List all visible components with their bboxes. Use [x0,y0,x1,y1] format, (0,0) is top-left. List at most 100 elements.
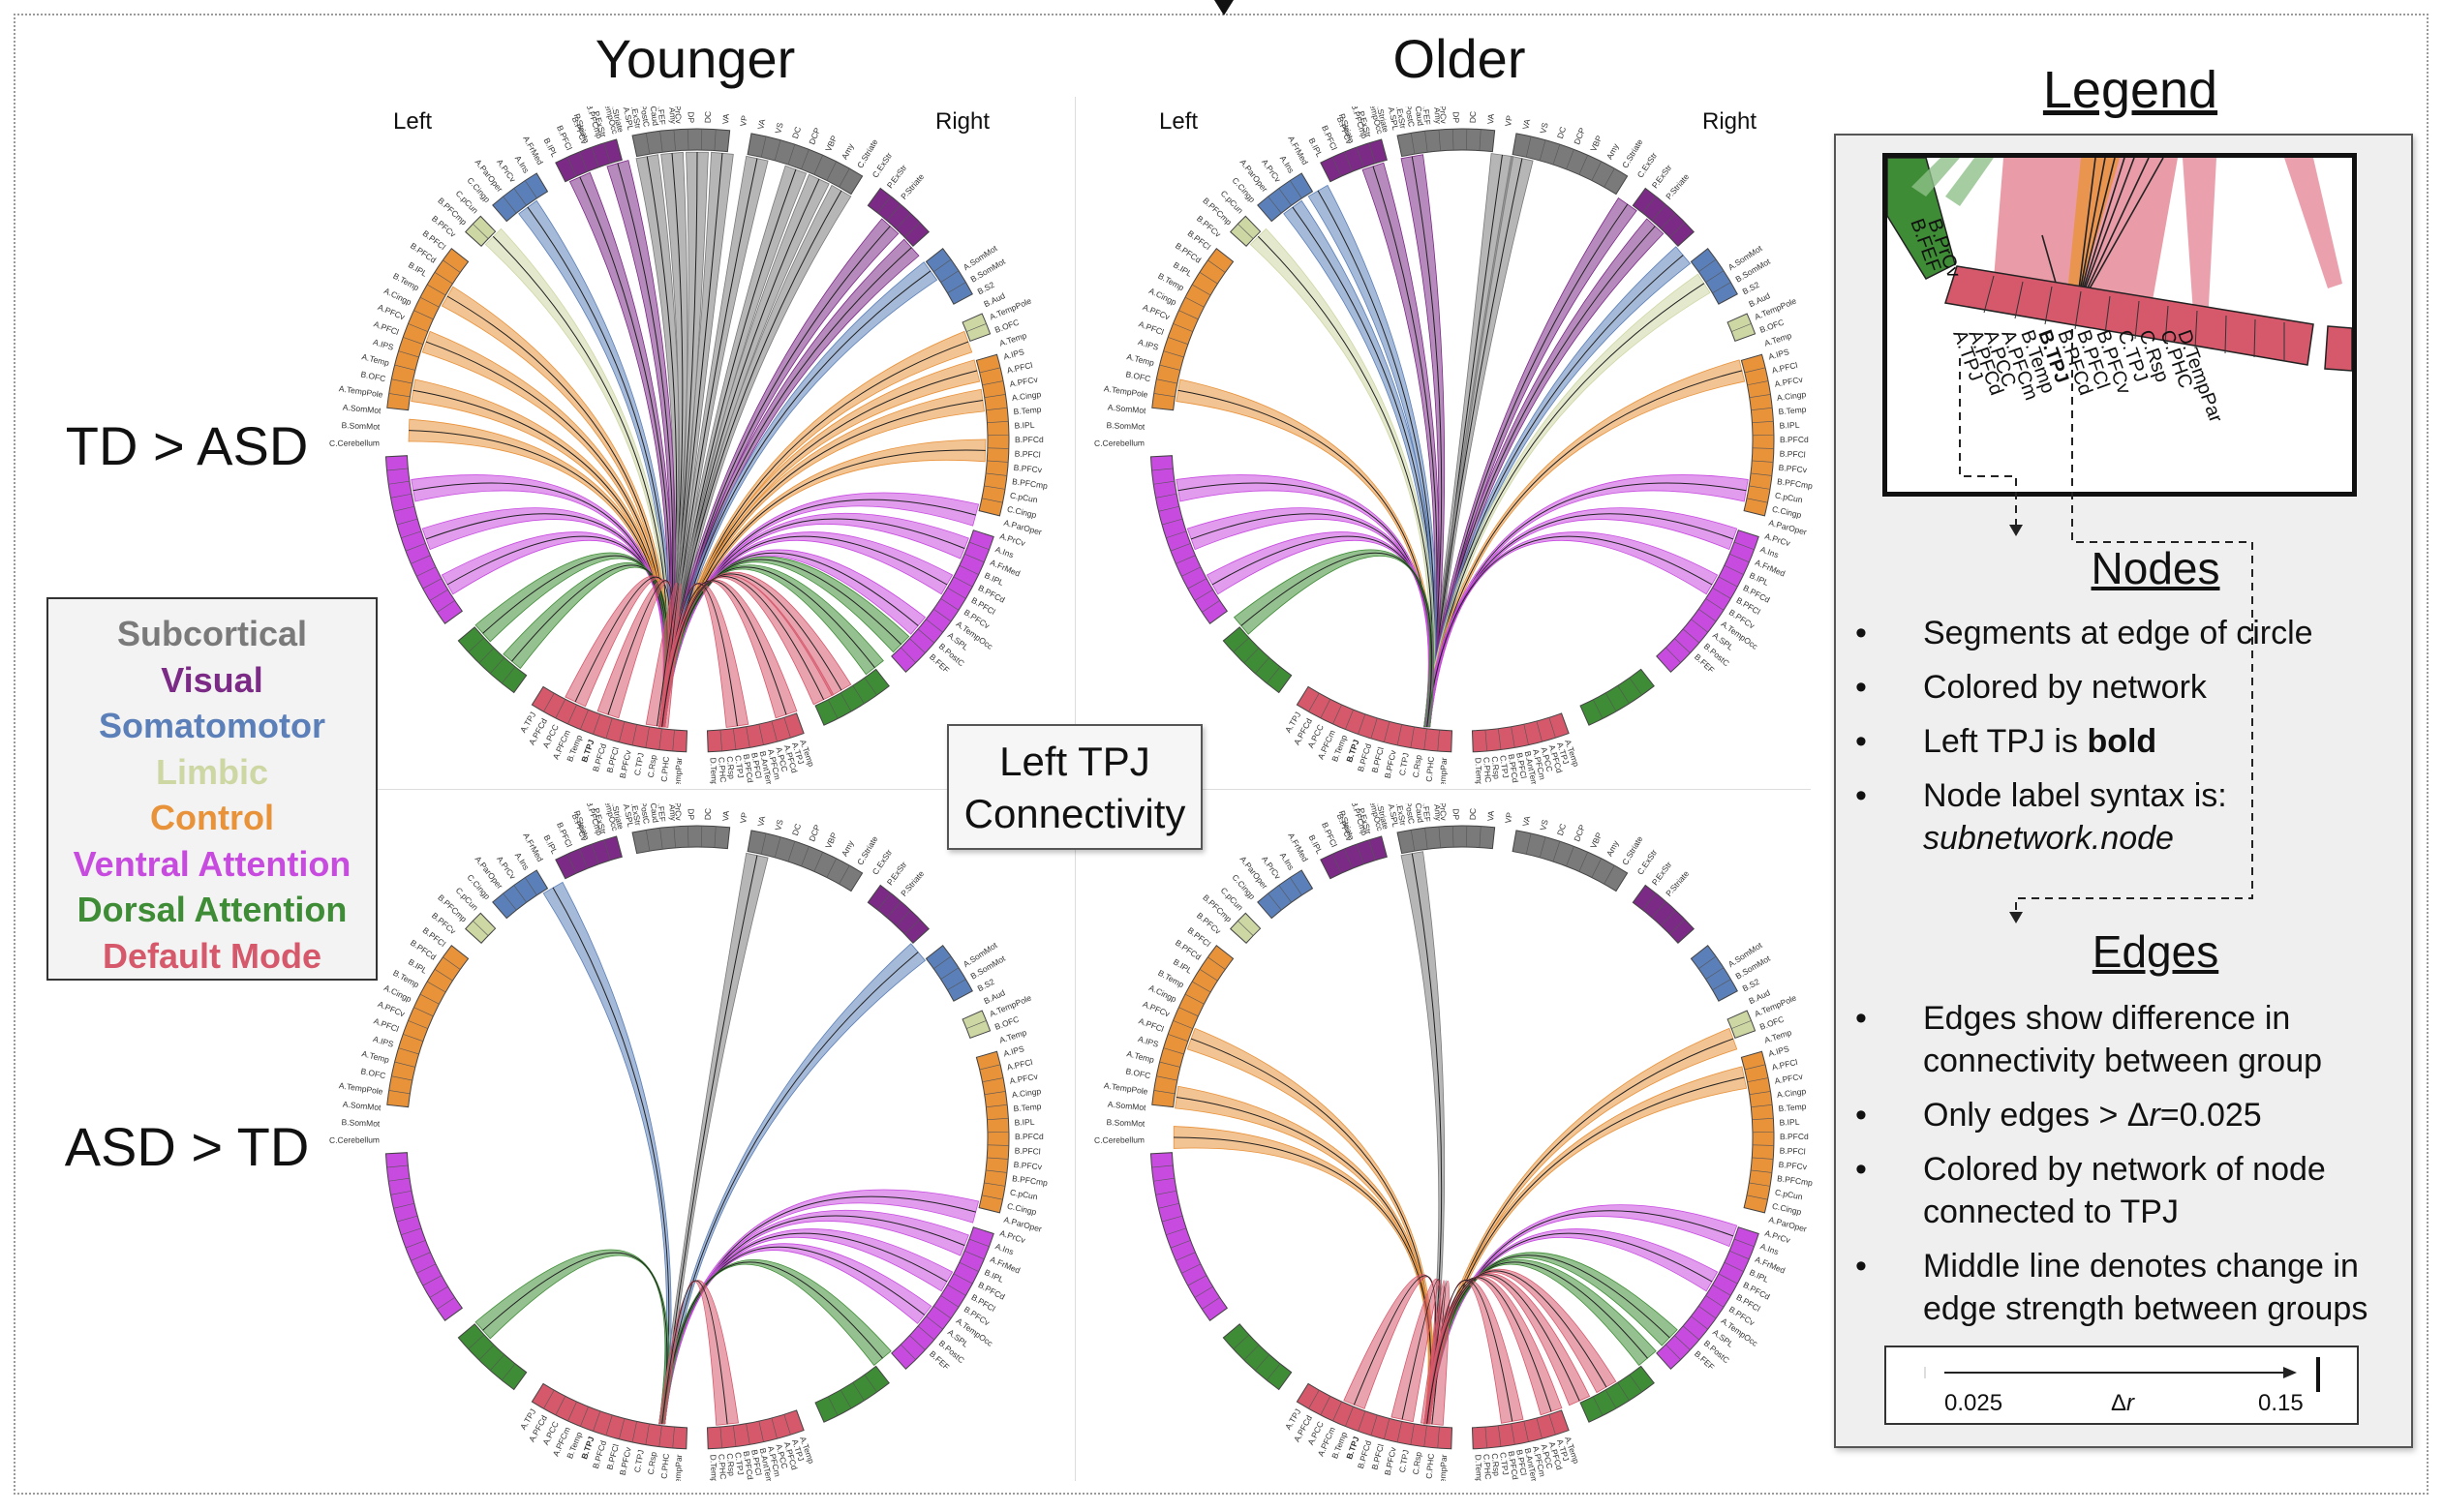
node-divider [1751,408,1773,410]
node-divider [555,1396,566,1416]
edge-ribbon-dorsal-attention [1233,549,1435,728]
node-label: B.PFCv [1013,463,1043,475]
node-divider [979,1064,1001,1071]
node-label: VS [1538,121,1550,135]
node-divider [1691,619,1708,633]
node-divider [390,493,412,499]
node-divider [1207,259,1226,273]
node-segment-control [386,248,470,411]
node-label: DC [703,111,713,124]
node-divider [1712,282,1731,293]
node-divider [1642,892,1657,911]
node-label: A.PFCv [1142,302,1173,322]
node-divider [1199,271,1218,285]
node-divider [839,167,850,188]
edge-ribbon-subcortical [1400,851,1446,1425]
legend-panel: B.FEF B.PrCv A.TPJ A.PFCd A.PCC A.PFCm B.Temp B… [1834,134,2413,1448]
node-divider [1278,188,1292,206]
node-label: B.PFCmp [1777,476,1814,491]
node-divider [419,296,440,308]
node-divider [926,619,943,633]
node-label: C.pCun [1009,1187,1038,1201]
network-limbic: Limbic [155,751,268,792]
node-divider [405,543,426,552]
node-label: B.IPL [542,833,560,856]
node-segment-dorsal-attention [1222,1323,1293,1391]
row-title-td-gt-asd: TD > ASD [65,415,309,476]
node-divider [771,720,778,742]
node-divider [1712,979,1731,990]
node-segment-visual [867,187,930,247]
node-segment-dorsal-attention [814,1365,890,1423]
node-divider [839,864,850,885]
node-divider [1268,892,1282,911]
node-divider [1368,839,1376,861]
node-divider [966,1020,987,1029]
edge-ribbon-somatomotor [1307,184,1437,728]
node-label: B.FEF [656,803,668,822]
node-label: Amy [1604,141,1621,161]
node-divider [1604,167,1615,188]
node-label: A.Ins [994,544,1016,559]
node-label: C.Cerebellum [329,438,380,447]
node-label: B.PFCd [742,753,755,783]
node-divider [917,1325,935,1341]
row-title-asd-gt-td: ASD > TD [64,1116,310,1177]
node-label: B.PFCl [1320,124,1339,152]
node-divider [787,841,796,862]
node-divider [1752,447,1774,449]
node-divider [917,628,935,644]
node-divider [658,728,662,750]
node-divider [1254,1354,1270,1371]
node-label: D.TempPar [1473,757,1484,784]
node-label: A.Cingp [1776,1086,1807,1100]
node-segment-somatomotor [925,945,973,1002]
node-divider [429,1285,448,1298]
node-label: A.Temp [1126,351,1156,368]
node-divider [926,1315,943,1330]
node-divider [1356,146,1364,167]
node-divider [886,901,901,919]
node-label: DC [1468,111,1478,124]
node-divider [760,832,767,855]
node-divider [987,1157,1009,1160]
node-label: B.Temp [1013,405,1042,417]
node-divider [1578,155,1588,175]
node-divider [579,848,588,869]
edge-strength-scale: 0.025 Δr 0.15 [1884,1346,2359,1425]
node-label: B.PFCv [1383,1445,1398,1475]
node-label: B.PrCv [672,106,684,125]
node-divider [1423,728,1427,750]
node-divider [1423,1425,1427,1447]
edge-ribbon-limbic [484,227,670,728]
node-divider [940,1295,960,1308]
node-divider [909,1335,926,1350]
node-label: DCP [1572,823,1587,843]
node-divider [1669,919,1686,935]
node-divider [714,826,717,848]
edge-ribbon-visual [1400,154,1446,728]
node-segment-somatomotor [1690,945,1738,1002]
node-divider [396,1215,418,1223]
node-label: A.PFCv [1774,1072,1804,1086]
node-divider [1733,541,1755,551]
node-divider [391,1075,412,1081]
node-label: C.Cerebellum [329,1134,380,1144]
node-divider [933,1305,952,1319]
node-divider [1548,717,1556,739]
node-label: C.PHC [717,1454,728,1480]
node-label: B.PFCd [1507,753,1520,783]
node-divider [733,728,737,750]
node-label: C.Cerebellum [1094,438,1145,447]
chord-diagram-older-td-gt-asd: C.CerebellumB.SomMotA.SomMotA.TempPoleB.… [1094,106,1814,784]
node-label: C.TPJ [632,1449,646,1473]
node-divider [940,270,960,283]
node-divider [947,1285,966,1296]
node-label: VA [1520,815,1532,828]
node-divider [1617,1382,1630,1402]
node-label: A.Cingp [1011,389,1042,403]
node-divider [1191,981,1211,993]
node-segment-visual [1632,187,1695,247]
node-divider [631,724,637,746]
